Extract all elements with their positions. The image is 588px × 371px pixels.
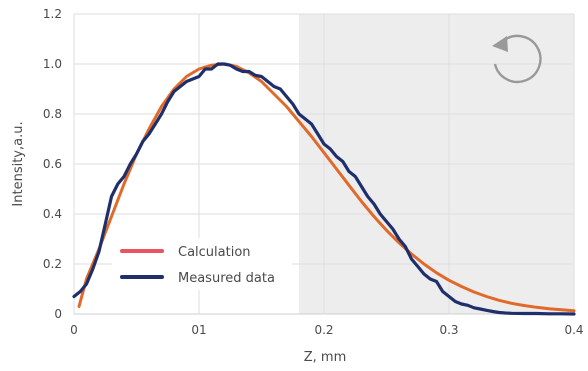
legend: Calculation Measured data xyxy=(112,238,292,290)
series-line-calculation xyxy=(77,62,576,313)
y-tick-label: 0.4 xyxy=(43,207,62,221)
y-axis-label: Intensity,a.u. xyxy=(11,121,26,206)
x-tick-label: 0 xyxy=(70,323,78,337)
rotate-ccw-icon[interactable] xyxy=(492,34,542,84)
y-tick-labels: 0 0.2 0.4 0.6 0.8 1.0 1.2 xyxy=(43,7,62,321)
legend-label-measured-data: Measured data xyxy=(178,271,275,286)
y-tick-label: 0.2 xyxy=(43,257,62,271)
x-tick-label: 0.3 xyxy=(439,323,458,337)
y-tick-label: 0 xyxy=(54,307,62,321)
series-lines xyxy=(72,62,576,316)
x-tick-label: 0.2 xyxy=(314,323,333,337)
legend-label-calculation: Calculation xyxy=(178,245,251,260)
y-tick-label: 1.2 xyxy=(43,7,62,21)
grid-lines xyxy=(73,13,575,315)
x-tick-labels: 0 01 0.2 0.3 0.4 xyxy=(70,323,583,337)
y-tick-label: 0.6 xyxy=(43,157,62,171)
y-tick-label: 0.8 xyxy=(43,107,62,121)
series-line-measured-data xyxy=(72,62,576,316)
legend-background xyxy=(112,238,292,290)
x-tick-label: 01 xyxy=(191,323,206,337)
y-tick-label: 1.0 xyxy=(43,57,62,71)
x-axis-label: Z, mm xyxy=(304,350,347,365)
x-tick-label: 0.4 xyxy=(564,323,583,337)
